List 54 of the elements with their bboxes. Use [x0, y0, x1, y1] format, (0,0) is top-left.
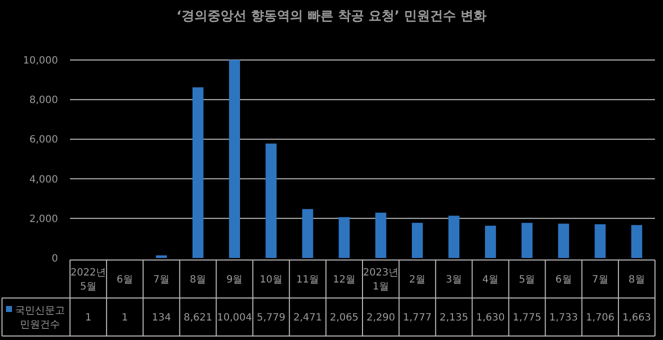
x-tick-label: 7월 [153, 274, 170, 286]
x-tick-label: 9월 [226, 274, 243, 286]
data-label: 2,471 [293, 312, 322, 324]
bar [266, 144, 277, 258]
data-label: 2,065 [330, 312, 359, 324]
x-tick-label: 2월 [409, 274, 426, 286]
data-label: 10,004 [217, 312, 252, 324]
x-tick-label: 12월 [332, 274, 356, 286]
y-tick-label: 2,000 [29, 214, 58, 225]
data-label: 1,706 [586, 312, 614, 324]
bar [192, 87, 204, 258]
bar [338, 217, 350, 258]
data-label: 5,779 [256, 312, 286, 324]
data-label: 1 [122, 312, 128, 324]
y-tick-label: 8,000 [29, 95, 58, 106]
data-label: 1,663 [622, 312, 652, 324]
x-tick-label: 10월 [260, 274, 282, 286]
bar [522, 222, 533, 258]
chart-title: ‘경의중앙선 향동역의 빠른 착공 요청’ 민원건수 변화 [176, 9, 487, 24]
bar [484, 226, 496, 258]
bar [448, 216, 460, 258]
bar [375, 212, 386, 258]
data-label: 1,733 [549, 312, 578, 324]
y-tick-label: 10,000 [23, 55, 58, 66]
x-tick-label: 8월 [190, 274, 206, 286]
data-label: 2,135 [440, 312, 468, 324]
data-label: 2,290 [366, 312, 396, 324]
x-tick-label: 6월 [116, 274, 134, 286]
bar [558, 224, 570, 258]
x-tick-label: 5월 [518, 274, 536, 286]
x-tick-label: 6월 [555, 274, 572, 286]
y-tick-label: 4,000 [29, 174, 58, 186]
x-tick-label: 8월 [628, 274, 645, 286]
x-tick-label: 11월 [296, 274, 320, 286]
x-tick-label: 4월 [482, 274, 499, 286]
bar [302, 209, 314, 258]
data-label: 134 [152, 312, 171, 324]
bar [412, 222, 423, 258]
x-tick-label: 2023년 1월 [363, 268, 399, 292]
x-tick-label: 2022년 5월 [70, 268, 106, 292]
data-label: 1,777 [403, 312, 432, 324]
x-tick-label: 3월 [446, 274, 462, 286]
x-tick-label: 7월 [592, 274, 608, 286]
y-tick-label: 0 [52, 254, 58, 264]
data-label: 1,775 [512, 312, 542, 324]
legend-label: 국민신문고 민원건수 [15, 306, 65, 330]
bar [631, 225, 642, 258]
bar [594, 224, 606, 258]
data-label: 8,621 [184, 312, 212, 324]
data-label: 1,630 [476, 312, 505, 324]
y-tick-label: 6,000 [29, 134, 58, 146]
bar [156, 255, 167, 258]
data-label: 1 [85, 312, 92, 324]
bar [229, 60, 240, 258]
